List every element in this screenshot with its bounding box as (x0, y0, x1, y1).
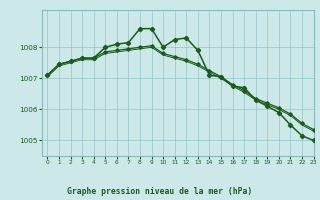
Text: Graphe pression niveau de la mer (hPa): Graphe pression niveau de la mer (hPa) (68, 187, 252, 196)
